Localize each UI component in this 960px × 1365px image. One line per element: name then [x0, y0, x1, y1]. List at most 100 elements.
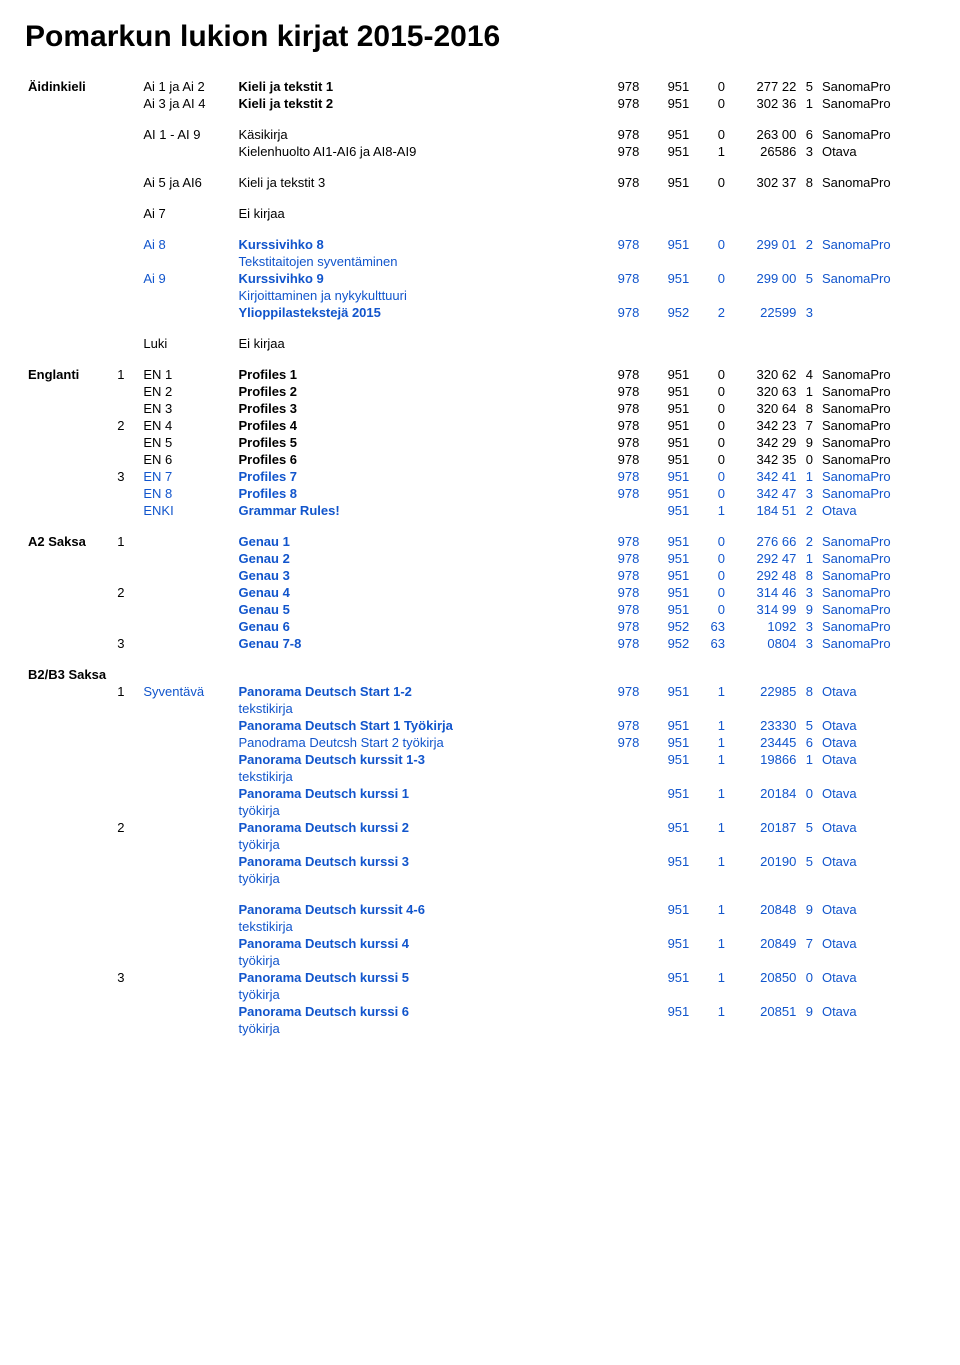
table-row: Panorama Deutsch kurssi 19511201840Otava — [25, 785, 935, 802]
isbn-cell: 299 00 — [728, 270, 799, 287]
isbn-cell — [592, 901, 642, 918]
course-cell — [140, 717, 235, 734]
subject-cell — [25, 618, 114, 635]
publisher-cell: Otava — [816, 717, 935, 734]
isbn-cell: 0 — [692, 601, 728, 618]
isbn-cell: 951 — [642, 683, 692, 700]
isbn-cell: 3 — [799, 635, 816, 652]
subject-cell — [25, 802, 114, 819]
isbn-cell — [692, 836, 728, 853]
isbn-cell: 8 — [799, 174, 816, 191]
isbn-cell: 978 — [592, 550, 642, 567]
isbn-cell: 978 — [592, 451, 642, 468]
table-row: Kielenhuolto AI1-AI6 ja AI8-AI9978951126… — [25, 143, 935, 160]
subject-cell — [25, 986, 114, 1003]
publisher-cell: SanomaPro — [816, 485, 935, 502]
course-cell: Ai 9 — [140, 270, 235, 287]
isbn-cell: 0 — [692, 95, 728, 112]
isbn-cell — [592, 836, 642, 853]
group-cell: 3 — [114, 635, 140, 652]
course-cell — [140, 287, 235, 304]
isbn-cell: 0 — [692, 584, 728, 601]
group-cell — [114, 400, 140, 417]
isbn-cell: 3 — [799, 485, 816, 502]
subject-cell — [25, 400, 114, 417]
isbn-cell: 1 — [692, 751, 728, 768]
subject-cell: Englanti — [25, 366, 114, 383]
group-cell — [114, 126, 140, 143]
isbn-cell: 5 — [799, 819, 816, 836]
course-cell: Ai 3 ja AI 4 — [140, 95, 235, 112]
title-cell: Genau 3 — [236, 567, 593, 584]
table-row: työkirja — [25, 870, 935, 887]
title-cell: Tekstitaitojen syventäminen — [236, 253, 593, 270]
isbn-cell: 2 — [799, 502, 816, 519]
isbn-cell: 978 — [592, 567, 642, 584]
isbn-cell: 20187 — [728, 819, 799, 836]
isbn-cell — [728, 287, 799, 304]
isbn-cell — [642, 870, 692, 887]
group-cell — [114, 1003, 140, 1020]
publisher-cell: SanomaPro — [816, 601, 935, 618]
isbn-cell — [692, 700, 728, 717]
isbn-cell: 9 — [799, 601, 816, 618]
isbn-cell: 0 — [692, 366, 728, 383]
isbn-cell: 20850 — [728, 969, 799, 986]
isbn-cell: 978 — [592, 683, 642, 700]
title-cell: Panorama Deutsch kurssit 1-3 — [236, 751, 593, 768]
title-cell: Profiles 7 — [236, 468, 593, 485]
subject-cell — [25, 205, 114, 222]
publisher-cell: Otava — [816, 734, 935, 751]
isbn-cell: 978 — [592, 95, 642, 112]
course-cell — [140, 567, 235, 584]
course-cell — [140, 1020, 235, 1037]
course-cell: Syventävä — [140, 683, 235, 700]
subject-cell: B2/B3 Saksa — [25, 666, 114, 683]
isbn-cell — [799, 253, 816, 270]
subject-cell — [25, 304, 114, 321]
course-cell — [140, 969, 235, 986]
course-cell — [140, 986, 235, 1003]
title-cell: Profiles 1 — [236, 366, 593, 383]
isbn-cell: 951 — [642, 819, 692, 836]
isbn-cell — [799, 335, 816, 352]
isbn-cell: 1 — [692, 143, 728, 160]
isbn-cell: 9 — [799, 901, 816, 918]
title-cell: Panodrama Deutcsh Start 2 työkirja — [236, 734, 593, 751]
isbn-cell: 978 — [592, 734, 642, 751]
publisher-cell: Otava — [816, 819, 935, 836]
isbn-cell — [799, 768, 816, 785]
isbn-cell: 63 — [692, 618, 728, 635]
isbn-cell: 0 — [692, 174, 728, 191]
isbn-cell — [799, 205, 816, 222]
title-cell: Kieli ja tekstit 2 — [236, 95, 593, 112]
title-cell: Panorama Deutsch Start 1-2 — [236, 683, 593, 700]
course-cell — [140, 819, 235, 836]
isbn-cell — [592, 918, 642, 935]
publisher-cell — [816, 952, 935, 969]
isbn-cell: 951 — [642, 785, 692, 802]
subject-cell — [25, 383, 114, 400]
isbn-cell — [728, 918, 799, 935]
subject-cell — [25, 1003, 114, 1020]
group-cell: 3 — [114, 468, 140, 485]
title-cell: tekstikirja — [236, 700, 593, 717]
table-row: työkirja — [25, 1020, 935, 1037]
isbn-cell: 978 — [592, 304, 642, 321]
isbn-cell: 951 — [642, 468, 692, 485]
table-row: 3EN 7Profiles 79789510342 411SanomaPro — [25, 468, 935, 485]
isbn-cell — [728, 700, 799, 717]
isbn-cell: 0 — [692, 236, 728, 253]
isbn-cell: 978 — [592, 485, 642, 502]
isbn-cell: 1 — [692, 935, 728, 952]
isbn-cell: 978 — [592, 533, 642, 550]
isbn-cell: 1 — [692, 853, 728, 870]
isbn-cell — [728, 952, 799, 969]
isbn-cell — [592, 205, 642, 222]
isbn-cell: 951 — [642, 734, 692, 751]
course-cell: EN 3 — [140, 400, 235, 417]
isbn-cell: 20848 — [728, 901, 799, 918]
isbn-cell — [728, 205, 799, 222]
publisher-cell — [816, 700, 935, 717]
course-cell: Ai 5 ja AI6 — [140, 174, 235, 191]
